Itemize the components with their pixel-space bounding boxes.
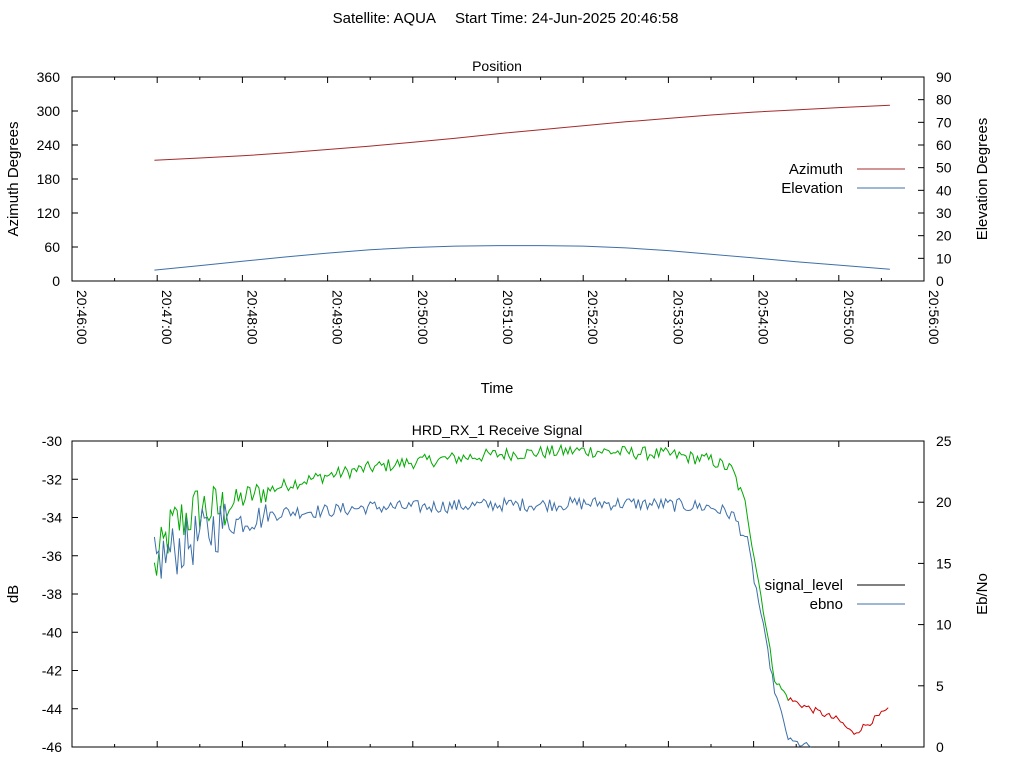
series-elevation-line xyxy=(154,245,890,271)
signal-y2-tick-label: 5 xyxy=(936,678,944,694)
signal-y-ticks: -30 -32 -34 -36 -38 -40 -42 -44 -46 xyxy=(42,433,78,755)
position-y-tick-label: 0 xyxy=(52,273,60,289)
position-y2-tick-label: 70 xyxy=(936,114,952,130)
position-chart: Position Azimuth Degrees Elevation Degre… xyxy=(5,58,991,397)
position-x-tick-label: 20:54:00 xyxy=(756,290,772,345)
position-y2-tick-label: 90 xyxy=(936,69,952,85)
position-series xyxy=(154,104,890,271)
satellite-label: Satellite: AQUA xyxy=(333,10,436,27)
signal-x-ticks xyxy=(71,441,925,747)
signal-y-tick-label: -32 xyxy=(42,471,62,487)
legend-signal-level-label: signal_level xyxy=(765,577,843,594)
position-x-tick-label: 20:49:00 xyxy=(330,290,346,345)
position-x-tick-label: 20:55:00 xyxy=(841,290,857,345)
signal-legend: signal_level ebno xyxy=(765,577,905,613)
legend-elevation-label: Elevation xyxy=(781,180,843,197)
signal-chart-title: HRD_RX_1 Receive Signal xyxy=(412,422,582,438)
receive-signal-chart: HRD_RX_1 Receive Signal dB Eb/No -30-32-… xyxy=(5,422,991,755)
signal-y-tick-label: -38 xyxy=(42,586,62,602)
signal-y-tick-label: -34 xyxy=(42,510,62,526)
position-x-tick-label: 20:46:00 xyxy=(74,290,90,345)
signal-y2-tick-label: 15 xyxy=(936,555,952,571)
position-y2-tick-label: 50 xyxy=(936,160,952,176)
signal-y2-ticks: 0 5 10 15 20 25 xyxy=(918,433,952,755)
series-azimuth-line xyxy=(154,104,890,161)
position-y2-tick-label: 40 xyxy=(936,182,952,198)
position-y-tick-label: 300 xyxy=(37,103,61,119)
position-x-tick-label: 20:52:00 xyxy=(585,290,601,345)
position-x-tick-label: 20:50:00 xyxy=(415,290,431,345)
signal-y2-tick-label: 20 xyxy=(936,494,952,510)
position-legend: Azimuth Elevation xyxy=(781,161,905,197)
signal-y-tick-label: -30 xyxy=(42,433,62,449)
position-y2-tick-label: 30 xyxy=(936,205,952,221)
signal-y-tick-label: -46 xyxy=(42,739,62,755)
position-y-tick-label: 60 xyxy=(44,239,60,255)
signal-series xyxy=(153,443,889,748)
position-x-tick-label: 20:53:00 xyxy=(670,290,686,345)
position-y-ticks: 0 60 120 180 240 300 360 xyxy=(37,69,78,289)
position-y2-tick-label: 0 xyxy=(936,273,944,289)
position-y2-tick-label: 60 xyxy=(936,137,952,153)
position-x-tick-label: 20:48:00 xyxy=(244,290,260,345)
signal-y2-axis-label: Eb/No xyxy=(974,573,991,615)
position-y-tick-label: 180 xyxy=(37,171,61,187)
position-chart-title: Position xyxy=(472,58,522,74)
signal-y2-tick-label: 25 xyxy=(936,433,952,449)
start-time-label: Start Time: 24-Jun-2025 20:46:58 xyxy=(455,10,678,27)
position-y-tick-label: 120 xyxy=(37,205,61,221)
position-y-tick-label: 240 xyxy=(37,137,61,153)
series-signal-level-line xyxy=(153,443,789,701)
position-y2-tick-label: 10 xyxy=(936,250,952,266)
signal-y2-tick-label: 10 xyxy=(936,617,952,633)
signal-y-tick-label: -42 xyxy=(42,663,62,679)
signal-y-tick-label: -36 xyxy=(42,548,62,564)
position-y2-tick-label: 20 xyxy=(936,228,952,244)
position-y2-ticks: 0 10 20 30 40 50 60 70 80 90 xyxy=(918,69,952,289)
position-y-axis-label: Azimuth Degrees xyxy=(5,121,22,236)
signal-y-axis-label: dB xyxy=(5,585,22,603)
position-y2-axis-label: Elevation Degrees xyxy=(974,118,991,241)
position-x-ticks: 20:46:00 20:47:00 20:48:00 20:49:00 20:50:00… xyxy=(71,77,942,345)
position-x-tick-label: 20:47:00 xyxy=(159,290,175,345)
series-ebno-line xyxy=(153,495,812,748)
position-y-tick-label: 360 xyxy=(37,69,61,85)
position-x-tick-label: 20:56:00 xyxy=(926,290,942,345)
position-x-tick-label: 20:51:00 xyxy=(500,290,516,345)
signal-y2-tick-label: 0 xyxy=(936,739,944,755)
legend-azimuth-label: Azimuth xyxy=(789,161,843,178)
signal-y-tick-label: -44 xyxy=(42,701,62,717)
series-signal-level-degraded-line xyxy=(787,696,889,735)
position-x-axis-label: Time xyxy=(481,380,514,397)
signal-y-tick-label: -40 xyxy=(42,624,62,640)
legend-ebno-label: ebno xyxy=(810,596,843,613)
position-y2-tick-label: 80 xyxy=(936,92,952,108)
